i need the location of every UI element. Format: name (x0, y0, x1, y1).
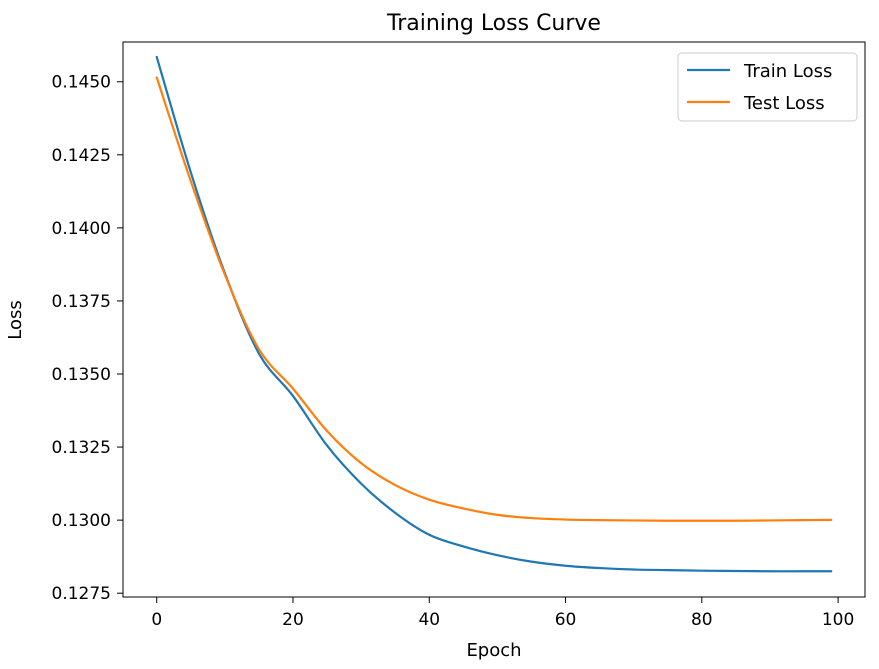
y-tick-label: 0.1375 (52, 292, 111, 312)
x-tick-label: 0 (151, 610, 162, 630)
y-tick-label: 0.1400 (52, 219, 111, 239)
x-tick-label: 40 (418, 610, 440, 630)
legend-label-test-loss: Test Loss (743, 93, 825, 114)
y-tick-label: 0.1425 (52, 146, 111, 166)
y-tick-label: 0.1450 (52, 73, 111, 93)
chart-title: Training Loss Curve (386, 11, 601, 36)
legend-label-train-loss: Train Loss (743, 61, 832, 82)
y-tick-label: 0.1350 (52, 365, 111, 385)
x-axis-title: Epoch (466, 640, 521, 661)
plot-area (122, 41, 866, 598)
y-tick-label: 0.1300 (52, 511, 111, 531)
legend: Train Loss Test Loss (677, 52, 858, 122)
series-layer (155, 55, 833, 573)
y-axis-title: Loss (5, 300, 26, 339)
series-line-train-loss (155, 55, 833, 573)
x-tick-label: 80 (691, 610, 713, 630)
x-tick-label: 100 (822, 610, 854, 630)
y-axis: 0.1275 0.1300 0.1325 0.1350 0.1375 0.1400 0.14… (52, 73, 123, 604)
plot-frame (122, 41, 866, 598)
series-line-test-loss (155, 76, 833, 522)
y-tick-label: 0.1275 (52, 584, 111, 604)
x-tick-label: 60 (555, 610, 577, 630)
y-tick-label: 0.1325 (52, 438, 111, 458)
x-axis: 0 20 40 60 80 100 (151, 597, 854, 630)
x-tick-label: 20 (282, 610, 304, 630)
